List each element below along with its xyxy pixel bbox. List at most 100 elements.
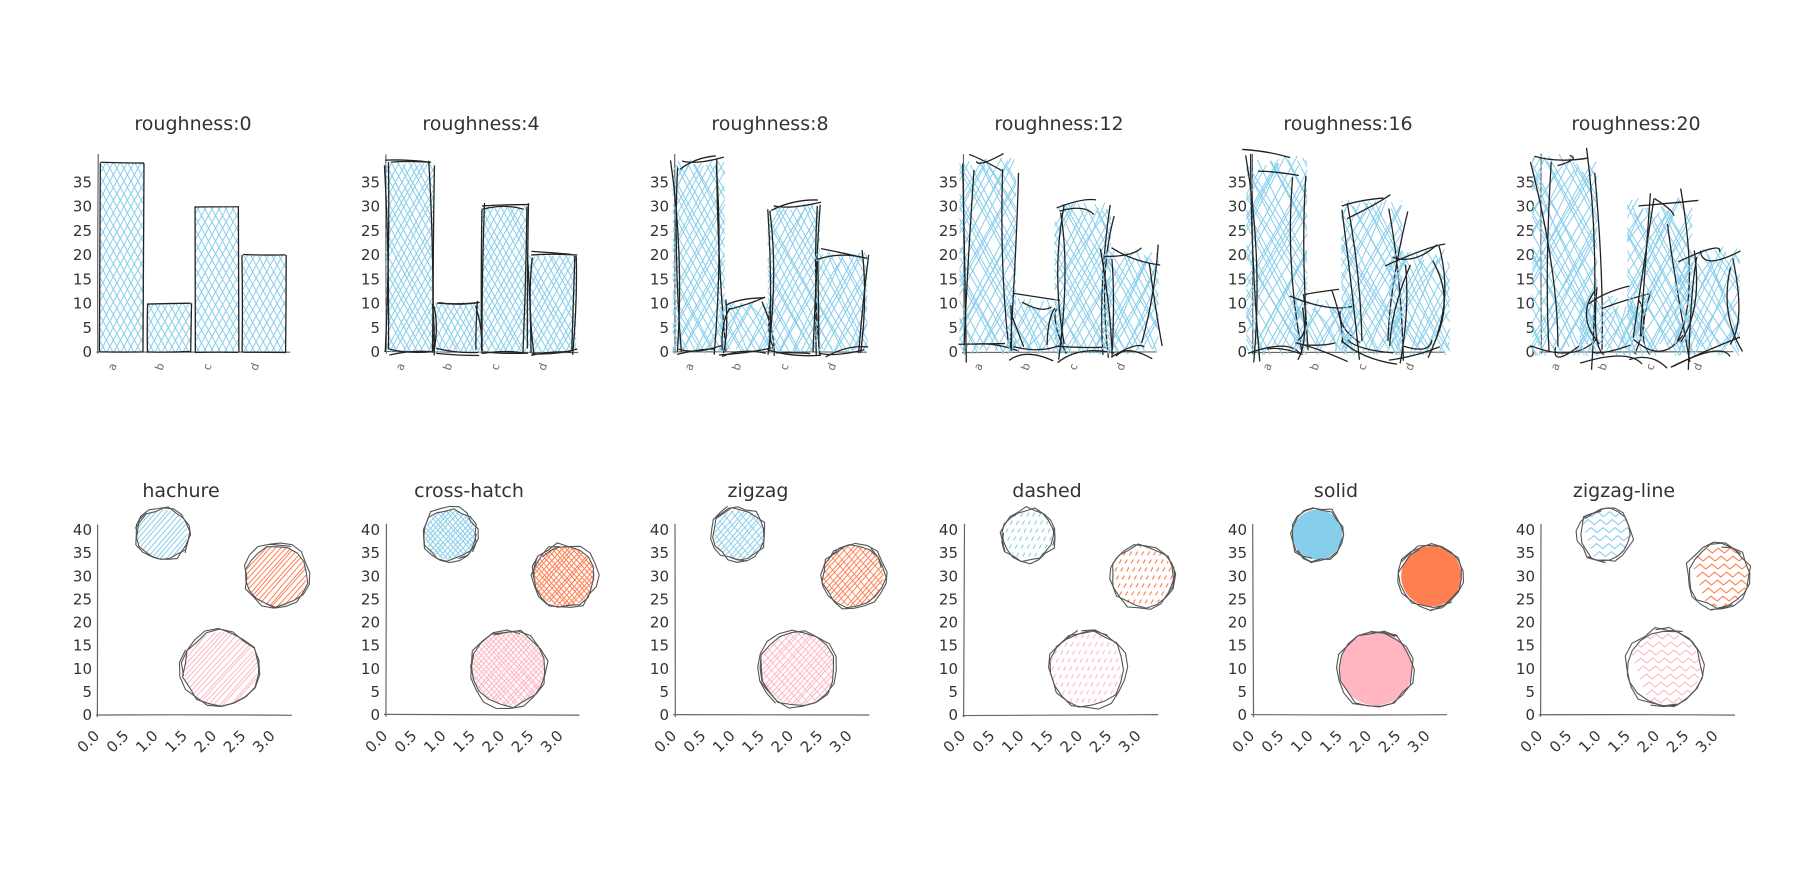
x-tick-label: 1.5 (1604, 727, 1634, 757)
y-tick-label: 0 (370, 343, 380, 361)
y-tick-label: 0 (659, 706, 669, 724)
y-tick-label: 30 (361, 198, 380, 216)
x-tick-label: 1.0 (1575, 727, 1605, 757)
bar (1099, 244, 1163, 360)
chart-title: hachure (142, 480, 219, 502)
y-tick-label: 0 (1237, 343, 1247, 361)
chart-8: zigzag 0 5 10 15 20 25 30 35 40 0.0 0.5 1.0 1.5 2.0 2.5… (650, 480, 888, 757)
bar (1007, 292, 1067, 362)
bar (1670, 246, 1744, 370)
point-pink (1335, 630, 1415, 708)
y-tick-label: 5 (1237, 683, 1247, 701)
bar (241, 253, 287, 354)
x-tick-label: d (1114, 361, 1129, 372)
x-tick-label: 0.5 (103, 727, 133, 757)
y-tick-label: 25 (1228, 222, 1247, 240)
x-tick-label: 1.5 (161, 727, 191, 757)
y-tick-label: 5 (1237, 319, 1247, 337)
y-tick-label: 15 (1516, 637, 1535, 655)
x-tick-label: a (393, 361, 408, 372)
point-blue (999, 505, 1056, 565)
point-pink (1624, 626, 1705, 708)
x-tick-label: d (1691, 361, 1706, 372)
bar (431, 300, 483, 357)
y-tick-label: 40 (73, 521, 92, 539)
x-tick-label: 1.0 (420, 727, 450, 757)
y-tick-label: 0 (82, 343, 92, 361)
chart-title: roughness:8 (711, 113, 828, 135)
x-tick-label: 0.5 (391, 727, 421, 757)
x-tick-label: d (825, 361, 840, 372)
y-tick-label: 10 (1516, 660, 1535, 678)
y-tick-label: 5 (659, 319, 669, 337)
y-tick-label: 30 (1516, 198, 1535, 216)
x-tick-label: 0.5 (1258, 727, 1288, 757)
x-tick-label: d (248, 361, 263, 372)
x-tick-label: 2.0 (768, 727, 798, 757)
y-tick-label: 30 (1228, 567, 1247, 585)
chart-3: roughness:12 0 5 10 15 20 25 30 35 a b c d (939, 113, 1163, 372)
bar (383, 159, 436, 356)
x-tick-label: a (1260, 361, 1275, 372)
x-tick-label: 2.5 (1086, 727, 1116, 757)
y-tick-label: 15 (650, 270, 669, 288)
x-tick-label: b (153, 361, 168, 372)
bar (146, 302, 193, 353)
y-tick-label: 20 (1228, 246, 1247, 264)
y-tick-label: 10 (73, 295, 92, 313)
bar (194, 206, 240, 354)
y-tick-label: 35 (73, 544, 92, 562)
x-tick-label: 2.0 (1057, 727, 1087, 757)
x-tick-label: 2.5 (508, 727, 538, 757)
point-blue (1290, 507, 1345, 564)
bar (767, 199, 822, 357)
y-tick-label: 15 (361, 637, 380, 655)
y-tick-label: 35 (1516, 173, 1535, 191)
x-tick-label: a (1548, 361, 1563, 372)
y-tick-label: 25 (1516, 590, 1535, 608)
chart-title: roughness:16 (1283, 113, 1412, 135)
y-tick-label: 30 (73, 198, 92, 216)
y-tick-label: 20 (1516, 246, 1535, 264)
x-tick-label: 3.0 (826, 727, 856, 757)
x-tick-label: 1.5 (1316, 727, 1346, 757)
y-tick-label: 5 (948, 683, 958, 701)
x-tick-label: d (536, 361, 551, 372)
y-tick-label: 20 (361, 614, 380, 632)
axes (673, 523, 870, 718)
y-tick-label: 20 (939, 246, 958, 264)
point-orange (820, 542, 888, 610)
y-tick-label: 40 (1516, 521, 1535, 539)
point-pink (470, 629, 549, 710)
point-orange (530, 542, 600, 608)
x-tick-label: 2.5 (1663, 727, 1693, 757)
x-tick-label: a (682, 361, 697, 372)
x-tick-label: 1.5 (738, 727, 768, 757)
point-orange (243, 542, 311, 609)
point-pink (757, 629, 837, 709)
y-tick-label: 35 (1228, 173, 1247, 191)
y-tick-label: 10 (650, 295, 669, 313)
y-tick-label: 25 (73, 222, 92, 240)
point-orange (1109, 543, 1177, 610)
y-tick-label: 15 (1228, 270, 1247, 288)
x-tick-label: 2.0 (191, 727, 221, 757)
axes (95, 524, 292, 718)
y-tick-label: 35 (1516, 544, 1535, 562)
y-tick-label: 35 (361, 544, 380, 562)
x-tick-label: 2.5 (1375, 727, 1405, 757)
x-tick-label: 0.0 (74, 727, 104, 757)
axes (1538, 523, 1736, 717)
y-tick-label: 0 (1525, 706, 1535, 724)
x-tick-label: c (200, 362, 214, 372)
bar (669, 155, 727, 356)
x-tick-label: 2.5 (220, 727, 250, 757)
chart-title: solid (1314, 480, 1358, 502)
y-tick-label: 15 (73, 270, 92, 288)
y-tick-label: 0 (948, 706, 958, 724)
y-tick-label: 20 (73, 246, 92, 264)
x-tick-label: c (1066, 362, 1080, 372)
y-tick-label: 25 (939, 590, 958, 608)
